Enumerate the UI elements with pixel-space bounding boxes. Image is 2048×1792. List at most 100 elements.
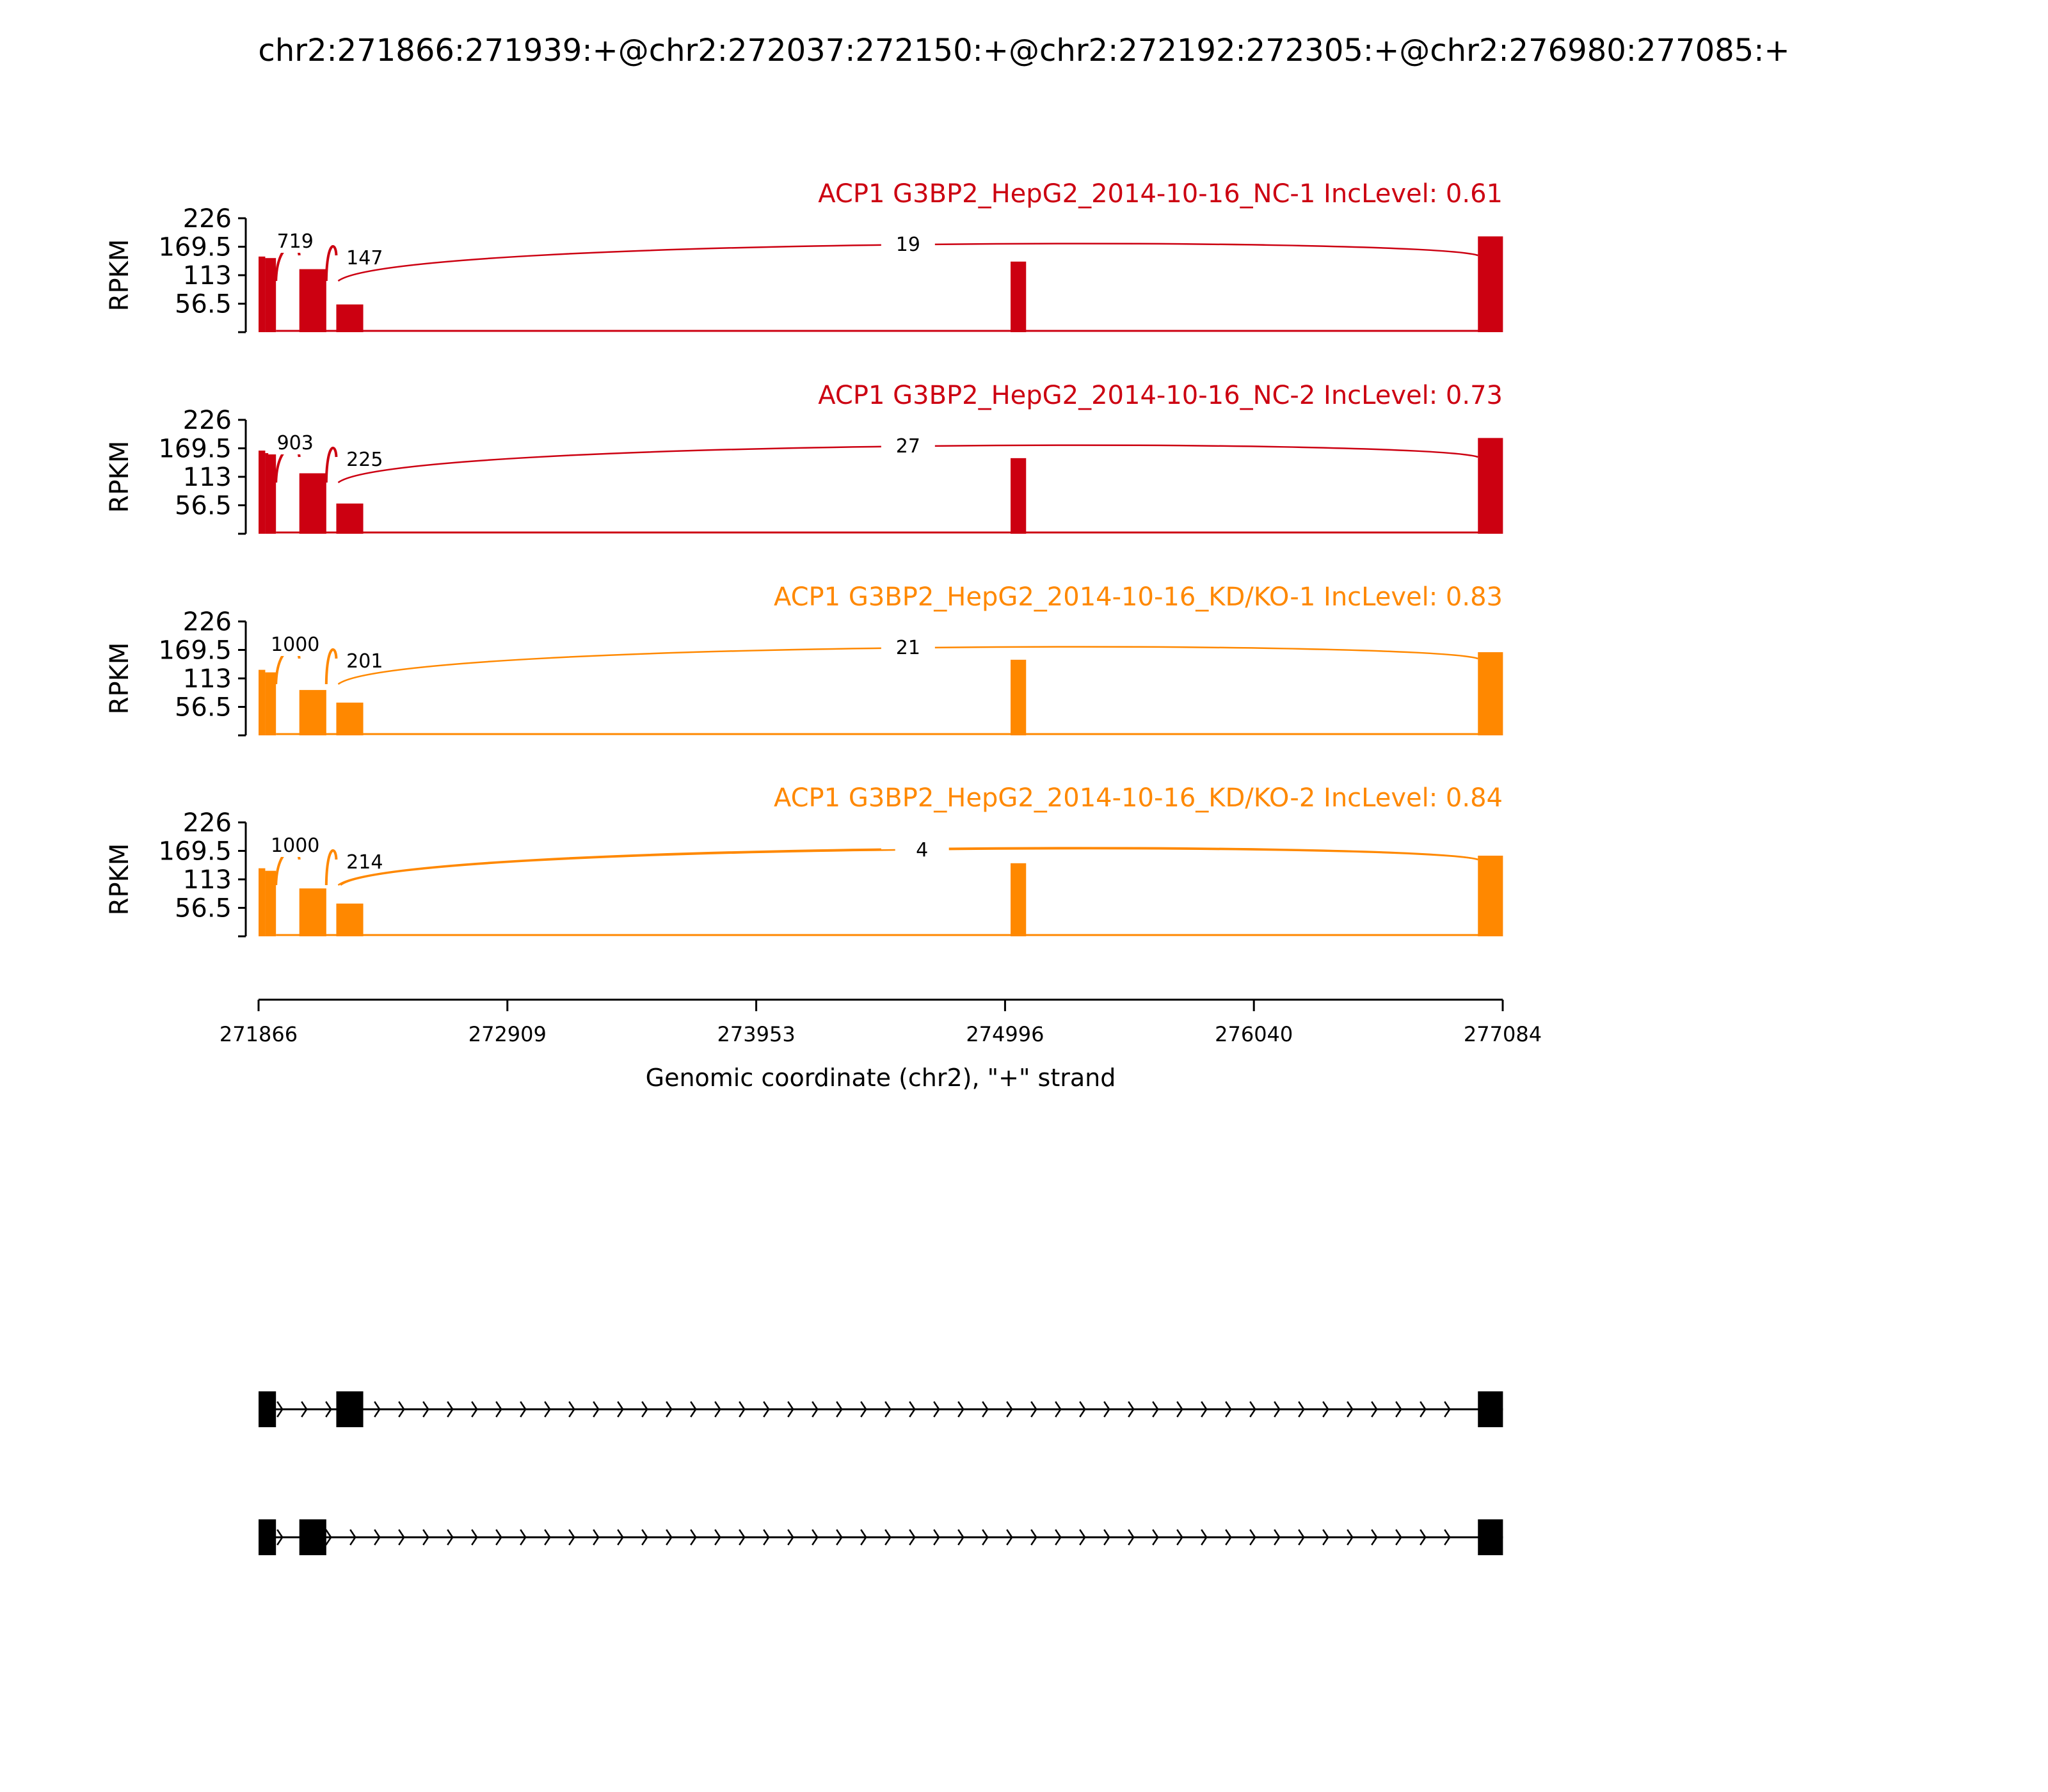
y-tick-label: 226	[183, 204, 232, 234]
junction-label-box	[268, 433, 323, 454]
junction-label: 27	[896, 435, 920, 458]
strand-arrow	[422, 1401, 429, 1418]
strand-arrow	[544, 1401, 551, 1418]
coverage-bar	[265, 452, 276, 534]
junction-label: 719	[277, 230, 314, 253]
x-tick-label: 274996	[966, 1022, 1044, 1046]
strand-arrow	[933, 1401, 940, 1418]
strand-arrow	[641, 1529, 648, 1546]
exon-block	[259, 1391, 276, 1427]
strand-arrow	[1395, 1529, 1402, 1546]
strand-arrow	[1055, 1529, 1062, 1546]
y-tick-label: 56.5	[175, 894, 232, 924]
y-axis-label: RPKM	[105, 441, 134, 513]
y-tick-label: 113	[183, 261, 232, 291]
strand-arrow	[520, 1401, 527, 1418]
coverage-bar	[336, 503, 364, 534]
strand-arrow	[349, 1529, 356, 1546]
y-tick-label: 113	[183, 664, 232, 694]
coverage-bar	[1478, 438, 1503, 534]
junction-label-box	[268, 835, 323, 857]
strand-arrow	[398, 1401, 405, 1418]
x-tick-label: 277084	[1464, 1022, 1542, 1046]
strand-arrow	[1298, 1529, 1305, 1546]
exon-block	[1478, 1391, 1503, 1427]
strand-arrow	[1103, 1401, 1110, 1418]
strand-arrow	[812, 1401, 819, 1418]
strand-arrow	[374, 1401, 381, 1418]
strand-arrow	[1201, 1529, 1208, 1546]
strand-arrow	[714, 1529, 721, 1546]
junction-label: 225	[346, 449, 383, 471]
junction-arc	[324, 849, 338, 886]
y-tick-label: 226	[183, 808, 232, 838]
y-axis-label: RPKM	[105, 844, 134, 916]
strand-arrow	[1249, 1529, 1256, 1546]
strand-arrow	[714, 1401, 721, 1418]
strand-arrow	[1079, 1401, 1086, 1418]
exon-block	[336, 1391, 364, 1427]
y-tick-label: 169.5	[158, 435, 232, 464]
y-tick-label: 56.5	[175, 290, 232, 319]
strand-arrow	[836, 1401, 843, 1418]
strand-arrow	[1152, 1401, 1159, 1418]
coverage-bar	[259, 868, 266, 936]
y-tick-label: 169.5	[158, 837, 232, 867]
strand-arrow	[1055, 1401, 1062, 1418]
strand-arrow	[301, 1401, 308, 1418]
strand-arrow	[1444, 1401, 1451, 1418]
junction-label: 1000	[271, 835, 319, 857]
strand-arrow	[909, 1529, 916, 1546]
exon-block	[1478, 1519, 1503, 1555]
junction-arc	[324, 648, 338, 685]
strand-arrow	[617, 1401, 624, 1418]
strand-arrow	[1201, 1401, 1208, 1418]
strand-arrow	[666, 1401, 673, 1418]
strand-arrow	[1298, 1401, 1305, 1418]
strand-arrow	[568, 1529, 575, 1546]
strand-arrow	[1225, 1401, 1232, 1418]
strand-arrow	[617, 1529, 624, 1546]
strand-arrow	[325, 1529, 332, 1546]
strand-arrow	[447, 1529, 454, 1546]
junction-label: 19	[896, 234, 920, 256]
sample-label: ACP1 G3BP2_HepG2_2014-10-16_NC-2 IncLeve…	[818, 381, 1503, 410]
strand-arrow	[1322, 1529, 1329, 1546]
junction-label: 147	[346, 247, 383, 269]
strand-arrow	[1103, 1529, 1110, 1546]
isoform-1	[259, 1391, 1503, 1427]
strand-arrow	[1176, 1401, 1183, 1418]
strand-arrow	[325, 1401, 332, 1418]
strand-arrow	[1395, 1401, 1402, 1418]
junction-label-box	[881, 637, 935, 659]
sample-label: ACP1 G3BP2_HepG2_2014-10-16_KD/KO-2 IncL…	[774, 783, 1503, 813]
strand-arrow	[447, 1401, 454, 1418]
strand-arrow	[1420, 1529, 1427, 1546]
coverage-bar	[259, 451, 266, 534]
exon-block	[299, 1519, 326, 1555]
y-tick-label: 56.5	[175, 693, 232, 723]
strand-arrow	[1420, 1401, 1427, 1418]
junction-label: 214	[346, 851, 383, 874]
strand-arrow	[520, 1529, 527, 1546]
isoform-structures	[259, 1391, 1503, 1555]
strand-arrow	[763, 1401, 770, 1418]
strand-arrow	[544, 1529, 551, 1546]
strand-arrow	[1030, 1401, 1037, 1418]
strand-arrow	[471, 1401, 478, 1418]
strand-arrow	[1274, 1529, 1281, 1546]
coverage-bar	[265, 258, 276, 332]
x-tick-label: 271866	[220, 1022, 298, 1046]
coverage-bar	[299, 269, 326, 332]
x-tick-label: 276040	[1215, 1022, 1293, 1046]
junction-label: 1000	[271, 634, 319, 656]
strand-arrow	[957, 1401, 964, 1418]
x-tick-label: 272909	[468, 1022, 547, 1046]
strand-arrow	[1152, 1529, 1159, 1546]
strand-arrow	[933, 1529, 940, 1546]
strand-arrow	[1006, 1529, 1013, 1546]
coverage-bar	[1011, 261, 1027, 332]
